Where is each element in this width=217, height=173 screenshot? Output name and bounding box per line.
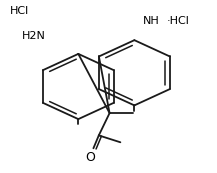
Text: O: O: [85, 151, 95, 164]
Text: NH: NH: [143, 16, 160, 26]
Text: HCl: HCl: [9, 6, 29, 16]
Text: ·HCl: ·HCl: [167, 16, 190, 26]
Text: H2N: H2N: [22, 31, 46, 41]
